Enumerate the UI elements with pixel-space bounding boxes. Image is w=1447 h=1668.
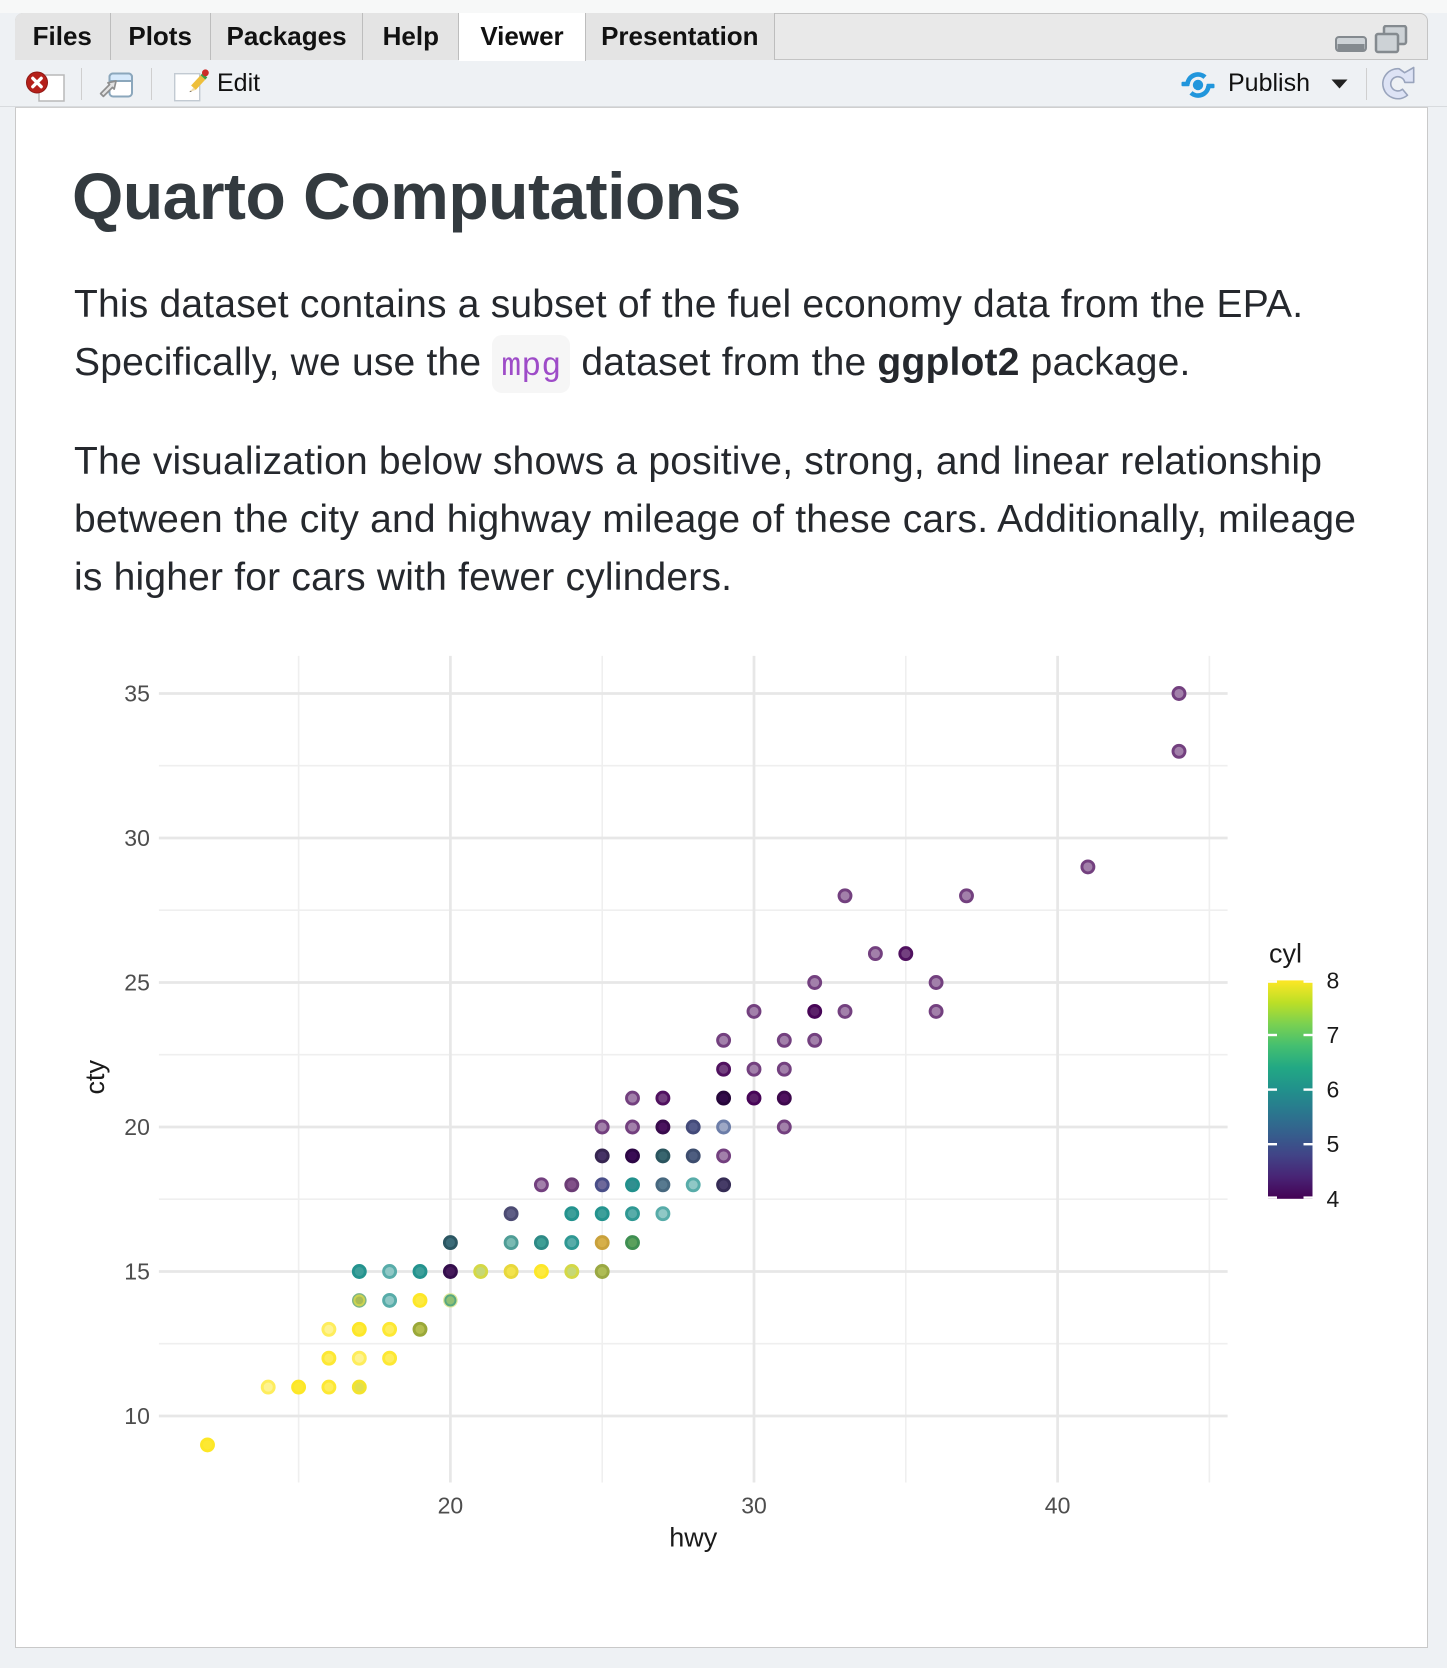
svg-text:4: 4 [1327, 1186, 1340, 1212]
svg-text:hwy: hwy [669, 1523, 718, 1553]
svg-text:20: 20 [438, 1493, 464, 1519]
svg-text:25: 25 [124, 970, 150, 996]
svg-text:cyl: cyl [1269, 938, 1302, 968]
svg-text:30: 30 [124, 825, 150, 851]
svg-text:8: 8 [1327, 967, 1340, 993]
svg-text:30: 30 [741, 1493, 767, 1519]
svg-text:20: 20 [124, 1114, 150, 1140]
svg-text:6: 6 [1327, 1077, 1340, 1103]
svg-text:15: 15 [124, 1259, 150, 1285]
svg-text:cty: cty [80, 1059, 110, 1094]
svg-text:7: 7 [1327, 1022, 1340, 1048]
svg-text:40: 40 [1045, 1493, 1071, 1519]
svg-text:5: 5 [1327, 1131, 1340, 1157]
svg-text:35: 35 [124, 681, 150, 707]
svg-text:10: 10 [124, 1403, 150, 1429]
